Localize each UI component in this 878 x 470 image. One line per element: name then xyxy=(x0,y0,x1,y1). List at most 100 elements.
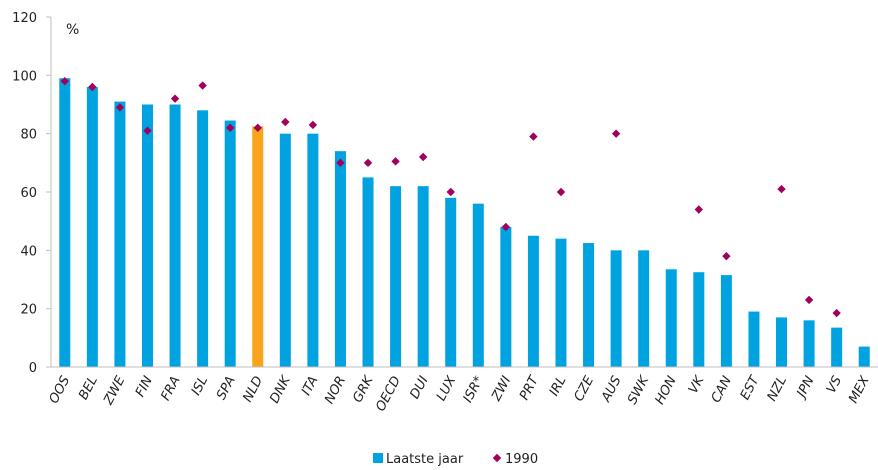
marker-point xyxy=(777,184,786,194)
marker-point xyxy=(446,187,455,197)
marker-point xyxy=(804,295,814,305)
x-tick-label: NOR xyxy=(322,374,349,407)
marker-point xyxy=(170,94,180,103)
marker-point xyxy=(694,205,704,214)
marker-point xyxy=(225,123,235,133)
bar xyxy=(831,327,843,367)
x-tick-label: HON xyxy=(653,374,680,408)
legend-label-bar: Laatste jaar xyxy=(386,452,464,467)
x-tick-label: VK xyxy=(686,373,708,397)
marker-point xyxy=(88,82,97,92)
bar xyxy=(583,243,595,367)
y-tick-label: 0 xyxy=(29,361,37,376)
x-tick-label: ZWI xyxy=(489,374,515,405)
y-tick-label: 80 xyxy=(20,128,37,143)
bar xyxy=(141,104,153,367)
x-tick-label: CAN xyxy=(709,374,735,406)
marker-point xyxy=(60,76,69,86)
marker-point xyxy=(501,222,511,232)
legend-swatch-bar xyxy=(373,453,383,463)
bar xyxy=(169,104,181,367)
x-tick-label: ISR* xyxy=(461,373,487,405)
marker-point xyxy=(832,308,841,318)
x-tick-label: LUX xyxy=(434,373,460,404)
marker-point xyxy=(529,132,538,141)
x-tick-label: ITA xyxy=(299,374,321,398)
legend: Laatste jaar 1990 xyxy=(373,452,538,467)
marker-point xyxy=(143,126,152,135)
y-tick-label: 120 xyxy=(12,11,37,26)
x-tick-label: JPN xyxy=(793,374,818,403)
bar xyxy=(500,227,512,367)
bar xyxy=(417,186,429,367)
x-tick-label: GRK xyxy=(350,373,377,406)
x-tick-label: DUI xyxy=(407,374,431,402)
x-tick-label: BEL xyxy=(76,374,101,403)
bar xyxy=(803,320,815,367)
bar xyxy=(307,133,319,367)
bar xyxy=(665,269,677,367)
x-tick-label: ISL xyxy=(189,374,211,398)
bar xyxy=(555,238,567,367)
marker-point xyxy=(281,117,290,127)
x-tick-label: OOS xyxy=(47,374,74,406)
legend-swatch-marker xyxy=(492,453,502,463)
bar xyxy=(693,272,705,367)
x-axis: OOS BEL ZWE FIN FRA ISL SPA NLD DNK ITA NOR GRKOECD… xyxy=(47,366,878,414)
unit-label: % xyxy=(66,22,79,38)
bar xyxy=(59,78,71,367)
marker-point xyxy=(253,123,262,133)
bar xyxy=(776,317,788,367)
bar xyxy=(224,120,236,368)
marker-series xyxy=(60,76,841,318)
bar xyxy=(197,110,209,367)
x-tick-label: EST xyxy=(738,373,763,403)
x-tick-label: AUS xyxy=(598,374,624,405)
bar xyxy=(362,177,374,367)
x-tick-label: CZE xyxy=(572,373,598,404)
bar xyxy=(527,235,539,367)
x-tick-label: OECD xyxy=(373,374,404,414)
bar xyxy=(279,133,291,367)
y-tick-label: 20 xyxy=(20,303,37,318)
x-tick-label: DNK xyxy=(267,373,294,406)
bar xyxy=(114,101,126,367)
bar-series xyxy=(59,78,870,368)
bar xyxy=(858,346,870,367)
bar xyxy=(334,151,346,367)
x-tick-label: MEX xyxy=(846,373,873,406)
x-tick-label: NZL xyxy=(765,374,790,404)
y-axis: 0 20 40 60 80 100 120 xyxy=(12,11,52,376)
legend-label-marker: 1990 xyxy=(505,452,538,467)
x-tick-label: SPA xyxy=(214,374,239,403)
x-tick-label: SWK xyxy=(625,373,653,408)
y-tick-label: 60 xyxy=(20,186,37,201)
marker-point xyxy=(115,103,125,112)
bar xyxy=(472,203,484,367)
bar xyxy=(720,275,732,367)
marker-point xyxy=(556,187,566,197)
marker-point xyxy=(611,129,621,138)
x-tick-label: ZWE xyxy=(101,373,129,408)
marker-point xyxy=(308,120,318,130)
marker-point xyxy=(418,152,428,162)
marker-point xyxy=(722,251,731,261)
x-tick-label: VS xyxy=(824,374,845,396)
x-tick-label: FIN xyxy=(133,374,156,400)
bar xyxy=(748,311,760,367)
y-tick-label: 100 xyxy=(12,69,37,84)
x-tick-label: NLD xyxy=(240,374,266,405)
x-tick-label: IRL xyxy=(547,374,570,399)
marker-point xyxy=(363,158,373,168)
y-tick-label: 40 xyxy=(20,244,37,259)
marker-point xyxy=(391,157,400,166)
x-tick-label: FRA xyxy=(158,374,183,403)
bar xyxy=(252,126,264,367)
marker-point xyxy=(336,158,345,168)
x-tick-label: PRT xyxy=(517,373,542,403)
bar xyxy=(390,186,402,367)
marker-point xyxy=(198,81,207,90)
bar xyxy=(86,87,98,367)
bar xyxy=(638,250,650,367)
